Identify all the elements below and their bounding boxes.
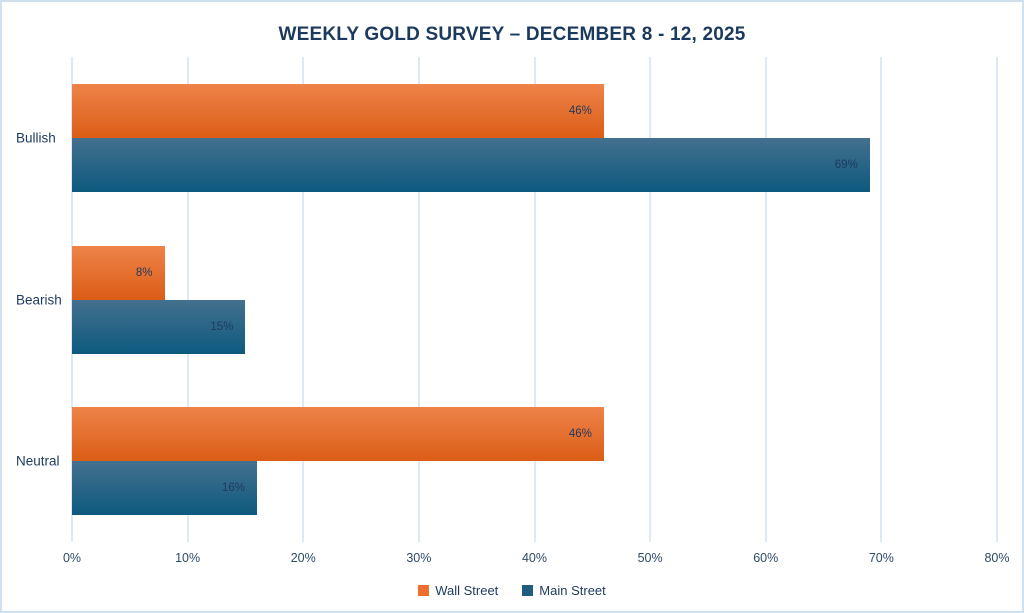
bar-main-street-neutral: 16% (72, 461, 257, 516)
bar-wall-street-neutral: 46% (72, 407, 604, 462)
legend-label-wall-street: Wall Street (435, 583, 499, 598)
legend-item-wall-street: Wall Street (418, 583, 498, 598)
bar-wall-street-bullish: 46% (72, 83, 604, 138)
gridline-20 (302, 57, 305, 542)
bar-value-label: 15% (210, 320, 234, 333)
legend: Wall Street Main Street (2, 583, 1022, 598)
x-tick-label-60: 60% (753, 551, 779, 565)
x-tick-label-20: 20% (290, 551, 316, 565)
legend-swatch-wall-street (418, 585, 430, 596)
gridline-70 (880, 57, 883, 542)
chart-title: WEEKLY GOLD SURVEY – DECEMBER 8 - 12, 20… (278, 24, 746, 45)
category-label-bearish: Bearish (16, 292, 62, 307)
gridline-60 (764, 57, 767, 542)
bar-value-label: 8% (135, 266, 153, 279)
bar-value-label: 16% (221, 482, 245, 495)
plot-area: 46% 69% 8% 15% 46% 16% (71, 57, 998, 542)
x-tick-label-0: 0% (62, 551, 82, 565)
x-tick-label-80: 80% (984, 551, 1010, 565)
legend-swatch-main-street (522, 585, 534, 596)
bar-wall-street-bearish: 8% (72, 245, 165, 300)
gridline-50 (649, 57, 652, 542)
gridline-30 (417, 57, 420, 542)
category-label-neutral: Neutral (16, 453, 60, 469)
bar-main-street-bullish: 69% (72, 137, 870, 192)
bar-value-label: 46% (568, 104, 592, 117)
x-tick-label-70: 70% (868, 551, 894, 565)
gridline-80 (996, 57, 998, 542)
bar-value-label: 46% (568, 428, 592, 441)
legend-item-main-street: Main Street (522, 583, 606, 598)
x-tick-label-10: 10% (175, 551, 201, 565)
legend-label-main-street: Main Street (539, 583, 606, 598)
bar-main-street-bearish: 15% (72, 299, 246, 354)
category-label-bullish: Bullish (16, 130, 56, 146)
gridline-40 (533, 57, 536, 542)
x-tick-label-30: 30% (406, 551, 432, 565)
x-tick-label-50: 50% (637, 551, 663, 565)
bar-value-label: 69% (834, 158, 858, 171)
x-tick-label-40: 40% (521, 551, 548, 565)
